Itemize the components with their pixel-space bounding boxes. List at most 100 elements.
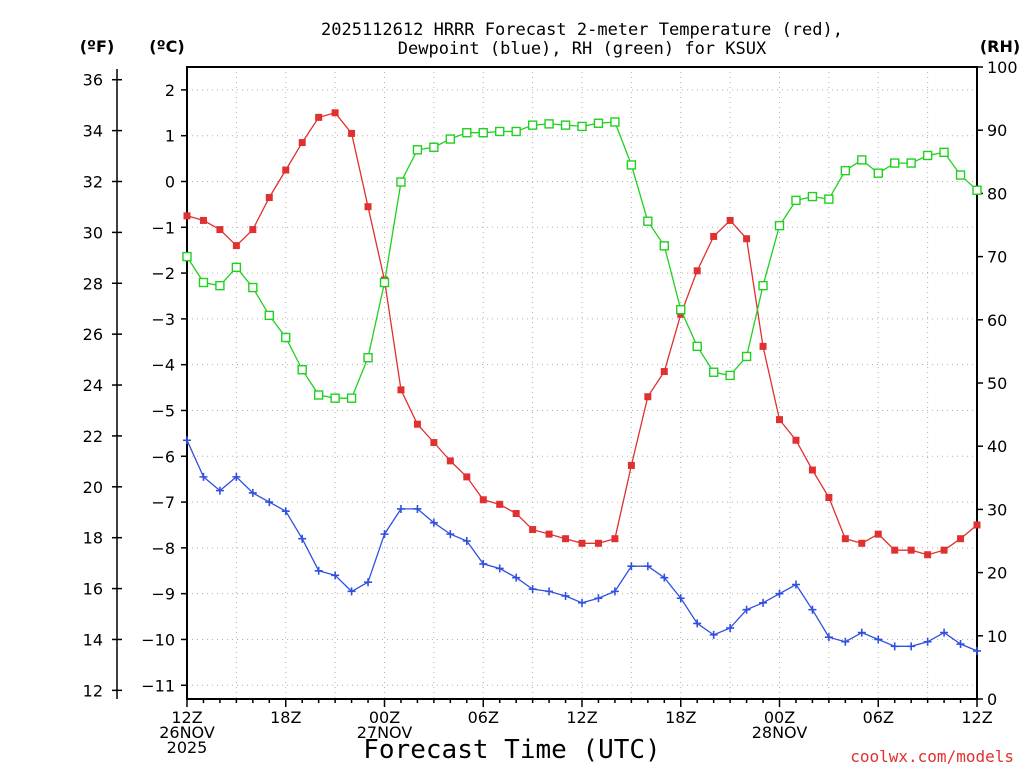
data-point <box>660 573 669 582</box>
celsius-tick-label: −7 <box>151 493 175 512</box>
data-point <box>627 461 635 469</box>
fahrenheit-tick-label: 22 <box>83 427 103 446</box>
data-point <box>627 562 636 571</box>
data-point <box>495 564 504 573</box>
data-point <box>527 120 538 130</box>
data-point <box>660 368 668 376</box>
data-point <box>429 518 438 527</box>
data-point <box>413 504 422 513</box>
rh-tick-label: 10 <box>987 627 1007 646</box>
data-point <box>792 436 800 444</box>
x-tick-label: 2025 <box>167 738 208 757</box>
data-point <box>496 500 504 508</box>
data-point <box>594 594 603 603</box>
axes <box>112 66 983 707</box>
data-point <box>743 235 751 243</box>
data-point <box>659 241 669 251</box>
chart-title-line-2: Dewpoint (blue), RH (green) for KSUX <box>398 39 767 59</box>
x-tick-label: 00Z <box>369 708 400 727</box>
celsius-tick-label: −4 <box>151 356 175 375</box>
data-point <box>759 342 767 350</box>
data-point <box>923 637 932 646</box>
data-point <box>298 139 306 147</box>
data-point <box>347 587 356 596</box>
data-point <box>396 504 405 513</box>
data-point <box>232 242 240 250</box>
fahrenheit-tick-label: 16 <box>83 580 103 599</box>
celsius-tick-label: 1 <box>165 127 175 146</box>
celsius-tick-label: −1 <box>151 218 175 237</box>
x-tick-label: 12Z <box>566 708 597 727</box>
data-point <box>364 203 372 211</box>
data-point <box>890 642 899 651</box>
data-point <box>644 393 652 401</box>
data-point <box>446 530 455 539</box>
data-point <box>511 126 521 137</box>
data-point <box>841 535 849 543</box>
celsius-tick-label: −10 <box>141 630 175 649</box>
x-axis-title: Forecast Time (UTC) <box>363 735 660 765</box>
data-point <box>462 128 472 138</box>
data-point <box>924 551 932 559</box>
fahrenheit-tick-label: 32 <box>83 172 103 191</box>
data-point <box>216 226 224 234</box>
data-point <box>314 566 323 575</box>
data-point <box>495 126 505 137</box>
data-point <box>429 142 439 152</box>
data-point <box>560 120 571 130</box>
data-point <box>430 439 438 447</box>
data-point <box>774 220 785 231</box>
x-tick-label: 27NOV <box>357 723 413 742</box>
rh-axis-unit: (RH) <box>980 37 1020 56</box>
x-tick-label: 18Z <box>270 708 301 727</box>
data-point <box>955 170 966 180</box>
celsius-tick-label: −6 <box>151 447 175 466</box>
data-point <box>248 282 258 293</box>
data-point <box>512 510 520 518</box>
series-dewpoint <box>183 436 981 655</box>
data-point <box>380 530 389 539</box>
data-point <box>858 539 866 547</box>
data-point <box>445 134 456 144</box>
data-point <box>215 280 225 291</box>
data-point <box>413 420 421 428</box>
data-point <box>315 113 323 121</box>
series-line <box>186 112 978 556</box>
rh-tick-label: 100 <box>987 58 1018 77</box>
data-point <box>562 535 570 543</box>
data-point <box>198 277 209 288</box>
celsius-tick-label: −11 <box>141 676 175 695</box>
data-point <box>512 573 521 582</box>
data-point <box>906 158 916 168</box>
data-point <box>462 537 471 545</box>
chart-title-line-1: 2025112612 HRRR Forecast 2-meter Tempera… <box>321 20 843 40</box>
data-point <box>693 619 702 628</box>
fahrenheit-tick-label: 28 <box>83 274 103 293</box>
rh-tick-label: 70 <box>987 248 1007 267</box>
data-point <box>297 365 307 375</box>
data-point <box>939 147 949 158</box>
data-point <box>330 393 340 403</box>
data-point <box>676 594 685 603</box>
fahrenheit-axis-unit: (ºF) <box>80 37 115 56</box>
data-point <box>577 121 587 132</box>
data-point <box>857 155 867 165</box>
data-point <box>808 605 817 614</box>
data-point <box>610 587 619 596</box>
data-point <box>725 370 735 381</box>
data-point <box>578 598 586 607</box>
data-point <box>529 526 537 534</box>
series-2-meter-temperature <box>183 109 981 559</box>
data-point <box>956 640 965 649</box>
data-point <box>857 628 866 637</box>
data-point <box>791 580 800 589</box>
rh-tick-label: 90 <box>987 121 1007 140</box>
data-point <box>824 194 834 204</box>
data-point <box>693 267 701 275</box>
data-point <box>313 390 324 400</box>
celsius-tick-label: −8 <box>151 539 175 558</box>
celsius-tick-label: 2 <box>165 81 175 100</box>
data-point <box>265 194 273 202</box>
data-point <box>446 457 454 465</box>
data-point <box>282 166 290 174</box>
